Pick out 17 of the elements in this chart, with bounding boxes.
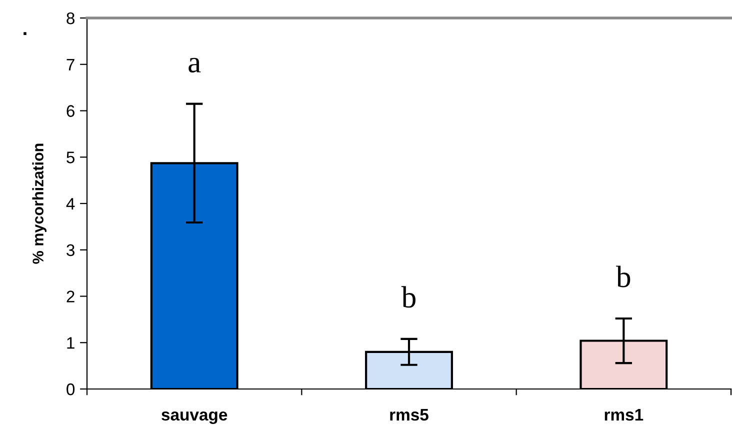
x-tick-label: rms1 xyxy=(604,409,644,421)
y-tick-label: 1 xyxy=(67,337,74,349)
text: . xyxy=(24,32,26,36)
annotation: a xyxy=(188,58,201,73)
y-tick-label: 5 xyxy=(66,152,74,164)
annotation: b xyxy=(616,266,630,288)
annotation: b xyxy=(401,286,416,308)
y-tick-label: 2 xyxy=(66,290,74,302)
y-tick-label: 4 xyxy=(66,198,75,210)
y-axis-title: % mycorhization xyxy=(32,144,46,264)
y-tick-label: 3 xyxy=(66,244,74,256)
x-tick-label: sauvage xyxy=(162,411,228,424)
y-tick-label: 7 xyxy=(66,58,74,70)
y-tick-label: 6 xyxy=(66,105,74,117)
y-tick-label: 8 xyxy=(66,12,74,24)
y-tick-label: 0 xyxy=(66,383,75,396)
x-tick-label: rms5 xyxy=(390,409,428,421)
